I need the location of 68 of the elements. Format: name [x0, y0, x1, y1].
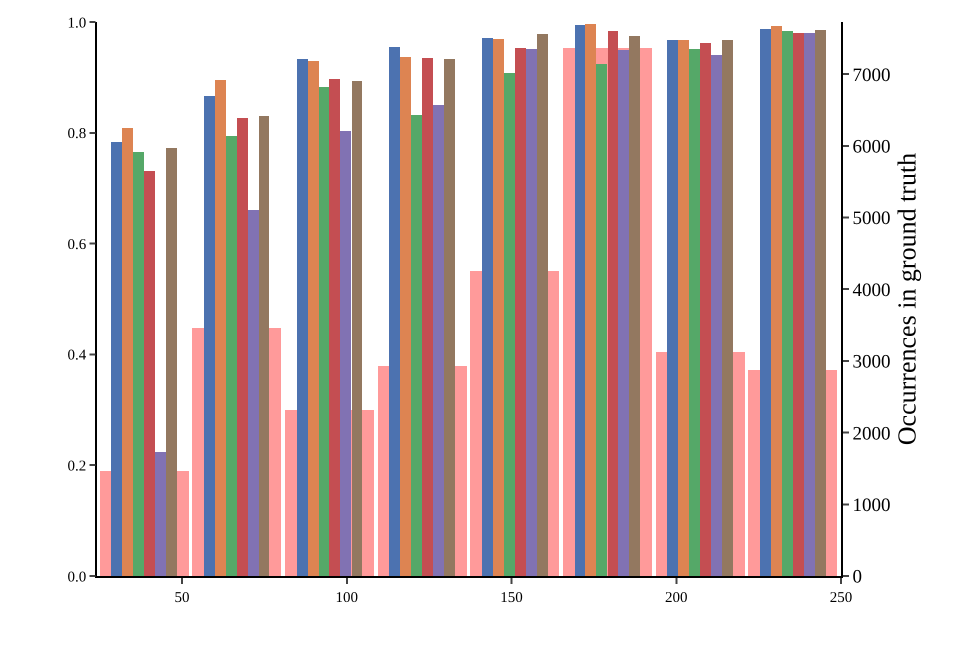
y2-tick-label: 4000 — [852, 280, 891, 301]
bar — [259, 116, 269, 576]
y-tick-label: 0.6 — [68, 236, 87, 253]
x-tick-label: 50 — [174, 590, 190, 606]
bar — [411, 115, 422, 576]
bar — [329, 79, 340, 576]
x-tick-label: 250 — [830, 590, 852, 606]
bar — [444, 59, 455, 576]
x-tick-label: 200 — [665, 590, 688, 606]
bar — [689, 49, 700, 576]
bar — [585, 24, 596, 576]
bar — [308, 61, 319, 576]
x-tick-label: 150 — [500, 590, 523, 606]
bar — [526, 49, 537, 576]
y2-tick-label: 2000 — [852, 423, 891, 444]
bar — [352, 81, 362, 576]
bar — [618, 50, 629, 576]
bar — [722, 40, 733, 576]
bar — [297, 59, 308, 576]
y-tick-label: 0.8 — [68, 126, 86, 142]
bar — [793, 33, 804, 576]
bar — [815, 30, 826, 576]
bar — [771, 26, 782, 576]
bar — [629, 36, 640, 576]
bar — [133, 152, 144, 576]
y2-tick-label: 5000 — [852, 208, 891, 230]
bar — [493, 39, 504, 576]
bar — [711, 55, 722, 576]
bar — [422, 58, 433, 576]
y2-tick-label: 7000 — [852, 64, 891, 86]
bar — [319, 87, 329, 576]
bar — [667, 40, 678, 576]
y-tick-label: 0.2 — [68, 458, 86, 474]
y2-tick-label: 6000 — [852, 136, 891, 158]
bar — [482, 38, 493, 576]
bar — [237, 118, 248, 576]
y-tick-label: 1.0 — [68, 15, 86, 32]
bar — [678, 40, 689, 576]
y2-axis-title: Occurrences in ground truth — [892, 152, 922, 446]
bar — [760, 29, 771, 576]
bar — [400, 57, 411, 576]
bar — [608, 31, 618, 576]
bar — [248, 210, 259, 576]
bar — [144, 171, 155, 576]
bar — [537, 34, 548, 576]
y2-tick-label: 0 — [852, 566, 862, 588]
y-tick-label: 0.4 — [68, 348, 87, 364]
bar — [575, 25, 585, 576]
x-tick-label: 100 — [336, 590, 358, 606]
bar — [389, 47, 400, 576]
bar — [515, 48, 526, 576]
y2-tick-label: 1000 — [852, 494, 891, 516]
bar — [340, 131, 351, 576]
bar — [166, 148, 177, 576]
bar — [226, 136, 237, 576]
bar — [122, 128, 133, 576]
bar — [155, 452, 166, 576]
bar — [111, 142, 122, 576]
bar — [700, 43, 711, 576]
y2-tick-label: 3000 — [852, 352, 891, 373]
bar — [204, 96, 215, 576]
y-tick-label: 0.0 — [68, 569, 86, 586]
bar — [596, 64, 607, 576]
bar — [433, 105, 444, 576]
bar — [782, 31, 793, 576]
bar — [215, 80, 226, 576]
bar — [804, 33, 815, 576]
bar — [504, 73, 515, 576]
